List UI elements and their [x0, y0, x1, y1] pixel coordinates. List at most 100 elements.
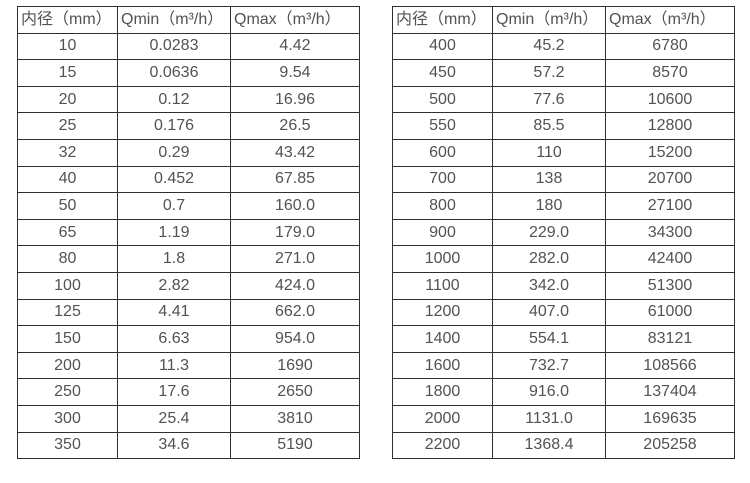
cell-qmax: 51300: [605, 271, 735, 300]
cell-qmin: 282.0: [492, 245, 606, 273]
header-diameter: 内径（mm）: [17, 6, 118, 34]
cell-qmax: 20700: [605, 165, 735, 194]
cell-diameter: 800: [392, 192, 493, 220]
cell-diameter: 80: [17, 245, 118, 273]
cell-qmax: 61000: [605, 298, 735, 327]
cell-qmin: 45.2: [492, 32, 606, 61]
cell-diameter: 2000: [392, 404, 493, 433]
cell-qmin: 2.82: [117, 271, 231, 300]
cell-qmax: 662.0: [230, 298, 360, 327]
table-row: 500 77.6 10600: [392, 85, 735, 114]
table-row: 80 1.8 271.0: [17, 245, 360, 273]
cell-qmax: 8570: [605, 59, 735, 87]
cell-qmin: 17.6: [117, 378, 231, 406]
cell-qmax: 42400: [605, 245, 735, 273]
cell-diameter: 700: [392, 165, 493, 194]
cell-qmax: 5190: [230, 431, 360, 460]
table-row: 300 25.4 3810: [17, 404, 360, 433]
cell-diameter: 2200: [392, 431, 493, 460]
cell-qmax: 9.54: [230, 59, 360, 87]
cell-qmax: 6780: [605, 32, 735, 61]
header-qmin: Qmin（m³/h）: [117, 6, 231, 34]
cell-diameter: 10: [17, 32, 118, 61]
cell-qmin: 34.6: [117, 431, 231, 460]
table-row: 1100 342.0 51300: [392, 271, 735, 300]
cell-qmin: 342.0: [492, 271, 606, 300]
table-row: 15 0.0636 9.54: [17, 59, 360, 87]
cell-qmax: 424.0: [230, 271, 360, 300]
table-row: 100 2.82 424.0: [17, 271, 360, 300]
table-row: 800 180 27100: [392, 192, 735, 220]
table-row: 200 11.3 1690: [17, 351, 360, 380]
cell-qmin: 916.0: [492, 378, 606, 406]
table-row: 125 4.41 662.0: [17, 298, 360, 327]
table-row: 1600 732.7 108566: [392, 351, 735, 380]
table-row: 32 0.29 43.42: [17, 138, 360, 167]
cell-qmin: 0.0636: [117, 59, 231, 87]
cell-diameter: 250: [17, 378, 118, 406]
cell-diameter: 125: [17, 298, 118, 327]
table-header-row: 内径（mm） Qmin（m³/h） Qmax（m³/h）: [17, 6, 360, 34]
cell-qmin: 1131.0: [492, 404, 606, 433]
cell-diameter: 400: [392, 32, 493, 61]
cell-diameter: 40: [17, 165, 118, 194]
cell-qmin: 138: [492, 165, 606, 194]
cell-qmax: 4.42: [230, 32, 360, 61]
table-row: 65 1.19 179.0: [17, 218, 360, 247]
cell-qmin: 25.4: [117, 404, 231, 433]
table-row: 250 17.6 2650: [17, 378, 360, 406]
cell-diameter: 25: [17, 112, 118, 140]
cell-diameter: 32: [17, 138, 118, 167]
cell-qmin: 1.19: [117, 218, 231, 247]
cell-diameter: 1600: [392, 351, 493, 380]
cell-diameter: 600: [392, 138, 493, 167]
table-row: 400 45.2 6780: [392, 32, 735, 61]
table-row: 1000 282.0 42400: [392, 245, 735, 273]
cell-qmax: 3810: [230, 404, 360, 433]
cell-qmin: 6.63: [117, 325, 231, 353]
table-row: 1800 916.0 137404: [392, 378, 735, 406]
cell-qmin: 407.0: [492, 298, 606, 327]
cell-qmin: 0.7: [117, 192, 231, 220]
cell-qmax: 137404: [605, 378, 735, 406]
cell-qmin: 554.1: [492, 325, 606, 353]
table-row: 10 0.0283 4.42: [17, 32, 360, 61]
cell-qmax: 1690: [230, 351, 360, 380]
cell-diameter: 1100: [392, 271, 493, 300]
cell-diameter: 50: [17, 192, 118, 220]
cell-diameter: 450: [392, 59, 493, 87]
cell-qmax: 43.42: [230, 138, 360, 167]
cell-qmax: 26.5: [230, 112, 360, 140]
cell-diameter: 15: [17, 59, 118, 87]
table-body: 10 0.0283 4.42 15 0.0636 9.54 20 0.12 16.96 25 0.1…: [17, 32, 360, 460]
cell-qmax: 108566: [605, 351, 735, 380]
cell-qmin: 110: [492, 138, 606, 167]
cell-qmin: 229.0: [492, 218, 606, 247]
table-row: 1200 407.0 61000: [392, 298, 735, 327]
cell-qmin: 57.2: [492, 59, 606, 87]
cell-diameter: 100: [17, 271, 118, 300]
cell-diameter: 500: [392, 85, 493, 114]
cell-diameter: 550: [392, 112, 493, 140]
cell-qmax: 16.96: [230, 85, 360, 114]
header-diameter: 内径（mm）: [392, 6, 493, 34]
table-row: 25 0.176 26.5: [17, 112, 360, 140]
header-qmin: Qmin（m³/h）: [492, 6, 606, 34]
cell-qmax: 10600: [605, 85, 735, 114]
cell-diameter: 200: [17, 351, 118, 380]
cell-qmax: 83121: [605, 325, 735, 353]
cell-qmin: 1368.4: [492, 431, 606, 460]
cell-qmin: 0.12: [117, 85, 231, 114]
cell-qmin: 0.0283: [117, 32, 231, 61]
cell-qmax: 271.0: [230, 245, 360, 273]
cell-qmin: 1.8: [117, 245, 231, 273]
table-header-row: 内径（mm） Qmin（m³/h） Qmax（m³/h）: [392, 6, 735, 34]
table-row: 50 0.7 160.0: [17, 192, 360, 220]
cell-qmax: 169635: [605, 404, 735, 433]
cell-qmax: 2650: [230, 378, 360, 406]
table-body: 400 45.2 6780 450 57.2 8570 500 77.6 10600 550 85.…: [392, 32, 735, 460]
cell-qmax: 179.0: [230, 218, 360, 247]
cell-qmax: 954.0: [230, 325, 360, 353]
cell-qmax: 205258: [605, 431, 735, 460]
table-row: 350 34.6 5190: [17, 431, 360, 460]
